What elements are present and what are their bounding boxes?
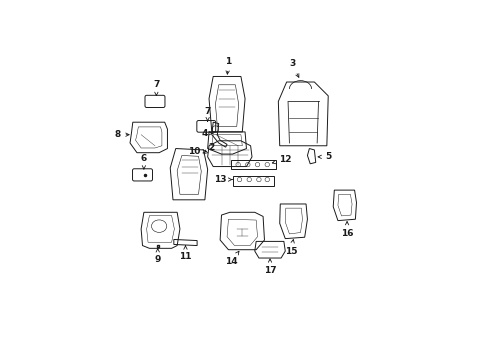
Text: 2: 2 <box>203 143 215 154</box>
Text: 7: 7 <box>204 107 210 121</box>
Text: 14: 14 <box>224 251 239 266</box>
Text: 17: 17 <box>263 259 276 275</box>
Text: 4: 4 <box>201 129 213 138</box>
Bar <box>231 160 275 169</box>
Text: 12: 12 <box>272 155 291 164</box>
Text: 8: 8 <box>114 130 129 139</box>
Text: 15: 15 <box>284 239 296 256</box>
Text: 7: 7 <box>153 80 159 95</box>
Text: 16: 16 <box>340 221 353 238</box>
Text: 1: 1 <box>225 57 231 74</box>
Text: 5: 5 <box>317 152 331 161</box>
Text: 10: 10 <box>187 147 206 156</box>
Text: 3: 3 <box>288 59 298 77</box>
Bar <box>232 176 274 186</box>
Text: 13: 13 <box>213 175 232 184</box>
Text: 11: 11 <box>179 246 191 261</box>
Text: 6: 6 <box>141 154 147 169</box>
Text: 9: 9 <box>154 249 161 264</box>
